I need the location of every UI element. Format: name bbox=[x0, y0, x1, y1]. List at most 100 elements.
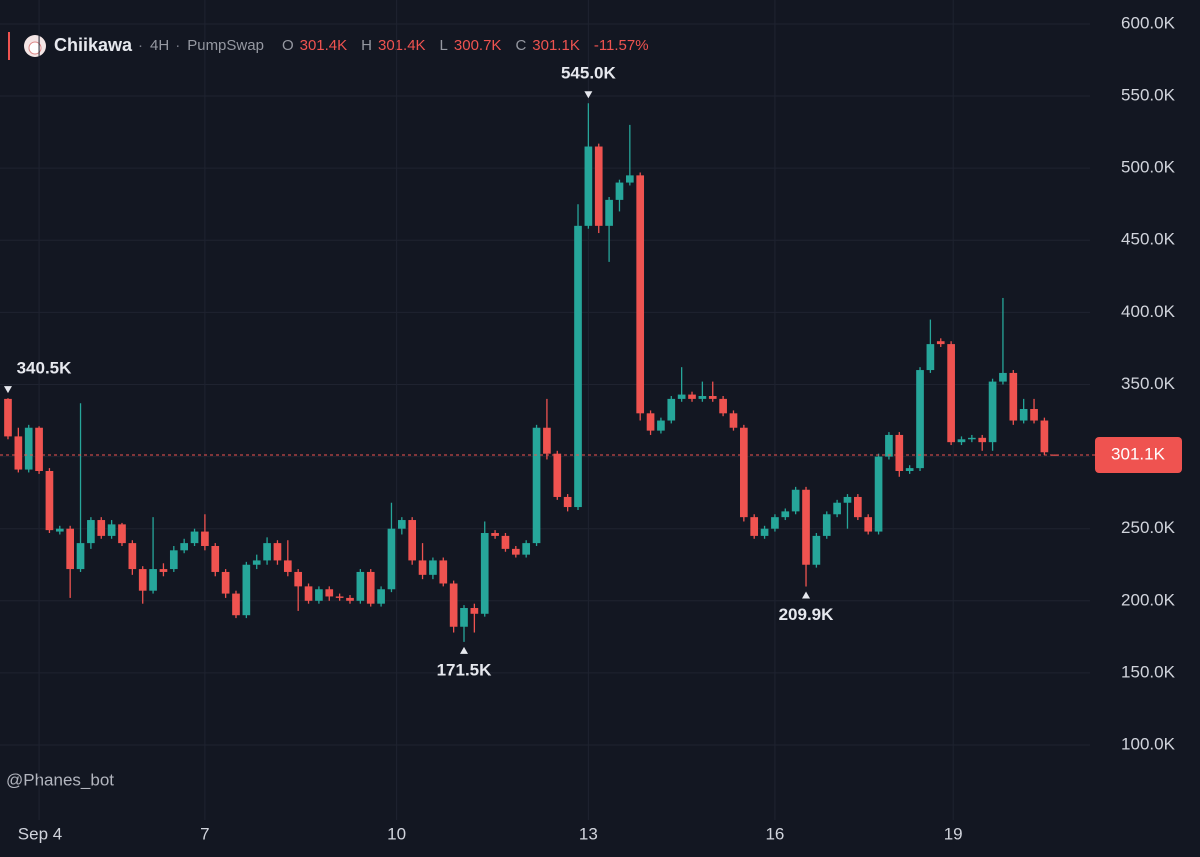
candle-body bbox=[988, 381, 997, 443]
header: Chiikawa · 4H · PumpSwap O 301.4K H 301.4K L 300.7… bbox=[54, 35, 649, 55]
candle-body bbox=[76, 543, 85, 570]
header-text: 4H bbox=[150, 37, 169, 54]
candle-body bbox=[594, 146, 603, 226]
candle-body bbox=[1050, 454, 1059, 456]
candle-body bbox=[957, 439, 966, 443]
candle-body bbox=[511, 548, 520, 555]
x-tick-label: 13 bbox=[579, 824, 598, 843]
header-text: 300.7K bbox=[454, 37, 502, 54]
candle-body bbox=[926, 344, 935, 371]
candle-body bbox=[822, 514, 831, 536]
x-tick-label: 19 bbox=[944, 824, 963, 843]
candle-body bbox=[771, 517, 779, 529]
y-tick-label: 600.0K bbox=[1121, 13, 1176, 32]
candle-body bbox=[211, 545, 220, 572]
candle-body bbox=[221, 571, 230, 594]
candle-body bbox=[273, 543, 282, 561]
y-tick-label: 550.0K bbox=[1121, 86, 1176, 105]
candle-body bbox=[574, 225, 582, 508]
y-tick-label: 150.0K bbox=[1121, 662, 1176, 681]
candle-body bbox=[377, 589, 385, 604]
candle-body bbox=[677, 394, 686, 399]
token-icon-face bbox=[28, 41, 42, 55]
candle-body bbox=[449, 583, 458, 627]
candle-body bbox=[470, 608, 479, 614]
candle-body bbox=[304, 586, 313, 601]
candle-body bbox=[66, 528, 75, 570]
candle-body bbox=[1040, 420, 1049, 453]
header-sep: · bbox=[175, 37, 180, 54]
watermark: @Phanes_bot bbox=[6, 770, 114, 789]
candle-body bbox=[169, 550, 178, 570]
annotation-label: 340.5K bbox=[17, 359, 73, 378]
candle-body bbox=[968, 437, 976, 440]
candle-body bbox=[895, 434, 904, 472]
header-sep: · bbox=[138, 37, 143, 54]
candle-body bbox=[999, 372, 1007, 382]
candle-body bbox=[833, 502, 841, 515]
candle-body bbox=[522, 543, 531, 555]
candle-body bbox=[781, 511, 790, 518]
candle-body bbox=[729, 413, 738, 428]
candle-body bbox=[87, 520, 95, 544]
candle-body bbox=[118, 524, 126, 544]
candle-body bbox=[563, 496, 572, 508]
candle-body bbox=[916, 370, 924, 469]
candle-body bbox=[263, 543, 271, 561]
candle-body bbox=[366, 571, 375, 604]
candle-body bbox=[14, 436, 23, 470]
y-tick-label: 250.0K bbox=[1121, 518, 1176, 537]
candle-body bbox=[740, 427, 748, 518]
candle-body bbox=[501, 535, 510, 549]
candle-body bbox=[750, 517, 759, 536]
y-tick-label: 450.0K bbox=[1121, 230, 1176, 249]
candle-body bbox=[397, 520, 406, 529]
candle-body bbox=[138, 569, 147, 591]
header-text: 301.4K bbox=[300, 37, 348, 54]
candle-body bbox=[460, 608, 468, 627]
candle-body bbox=[1019, 408, 1028, 421]
x-tick-label: 10 bbox=[387, 824, 406, 843]
candle-body bbox=[491, 533, 499, 536]
candle-body bbox=[553, 453, 562, 497]
last-price-label: 301.1K bbox=[1111, 444, 1166, 463]
candle-body bbox=[905, 468, 914, 472]
candle-body bbox=[584, 146, 593, 226]
header-text: 301.4K bbox=[378, 37, 426, 54]
candle-body bbox=[294, 571, 303, 587]
candle-body bbox=[1030, 408, 1038, 421]
candle-body bbox=[439, 560, 448, 584]
candle-body bbox=[864, 517, 873, 532]
candle-body bbox=[1009, 372, 1018, 421]
candle-body bbox=[480, 533, 489, 614]
candle-body bbox=[24, 427, 33, 470]
y-tick-label: 500.0K bbox=[1121, 158, 1176, 177]
x-tick-label: 16 bbox=[765, 824, 784, 843]
candle-body bbox=[636, 175, 645, 414]
header-text: PumpSwap bbox=[187, 37, 264, 54]
candle-body bbox=[719, 398, 727, 414]
candle-body bbox=[429, 560, 437, 575]
candle-body bbox=[356, 571, 365, 601]
candle-body bbox=[346, 597, 354, 601]
candle-body bbox=[843, 496, 852, 503]
candle-body bbox=[335, 596, 344, 598]
annotation-label: 171.5K bbox=[437, 660, 493, 679]
candle-body bbox=[97, 520, 106, 536]
candle-body bbox=[657, 420, 665, 431]
candle-body bbox=[625, 175, 634, 183]
last-price-tag bbox=[1095, 436, 1182, 473]
candle-body bbox=[760, 528, 769, 536]
candle-body bbox=[646, 413, 655, 431]
candle-body bbox=[978, 437, 987, 443]
candle-body bbox=[854, 496, 862, 518]
annotation-marker bbox=[460, 646, 469, 654]
candle-body bbox=[874, 456, 883, 532]
y-tick-label: 400.0K bbox=[1121, 302, 1176, 321]
candle-body bbox=[698, 396, 707, 399]
header-text: C bbox=[515, 37, 526, 54]
candle-body bbox=[201, 531, 209, 546]
candle-body bbox=[45, 471, 54, 531]
